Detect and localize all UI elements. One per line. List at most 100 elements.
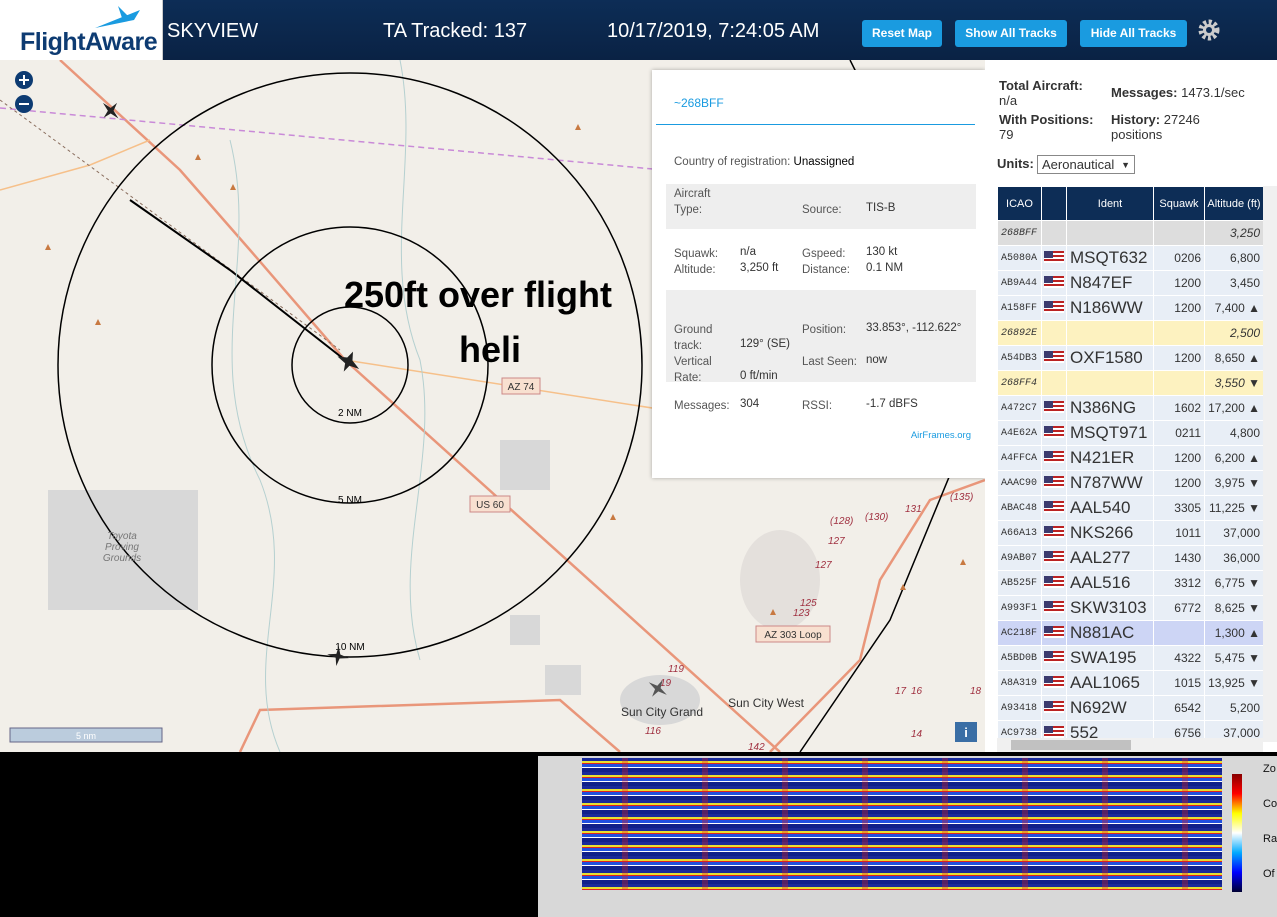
squawk-cell: [1153, 620, 1205, 646]
aircraft-row[interactable]: 268FF4 3,550 ▼: [997, 370, 1264, 396]
column-header[interactable]: Squawk: [1153, 186, 1205, 221]
aircraft-popup: ~268BFF Country of registration: Unassig…: [652, 70, 985, 478]
us-flag: [1044, 500, 1064, 513]
column-header: [1041, 186, 1067, 221]
tracked-count: TA Tracked: 137: [383, 20, 528, 42]
column-header[interactable]: Ident: [1066, 186, 1154, 221]
aircraft-row[interactable]: A472C7 N386NG 1602 17,200 ▲: [997, 395, 1264, 421]
squawk-cell: 1200: [1153, 470, 1205, 496]
aircraft-row[interactable]: ABAC48 AAL540 3305 11,225 ▼: [997, 495, 1264, 521]
aircraft-row[interactable]: A5080A MSQT632 0206 6,800: [997, 245, 1264, 271]
popup-value: now: [866, 354, 888, 366]
us-flag: [1044, 275, 1064, 288]
flag-cell: [1041, 495, 1067, 521]
icao-cell: A93418: [997, 695, 1042, 721]
icao-cell: AC218F: [997, 620, 1042, 646]
ident-cell: N386NG: [1066, 395, 1154, 421]
spectrogram: [582, 758, 1222, 890]
aircraft-row[interactable]: AAAC90 N787WW 1200 3,975 ▼: [997, 470, 1264, 496]
ident-cell: N692W: [1066, 695, 1154, 721]
column-header[interactable]: Altitude (ft): [1204, 186, 1264, 221]
flag-cell: [1041, 245, 1067, 271]
airframes-link[interactable]: AirFrames.org: [910, 430, 971, 441]
show-tracks-button[interactable]: Show All Tracks: [955, 20, 1067, 47]
scrollbar[interactable]: [1263, 186, 1277, 742]
aircraft-row[interactable]: AB525F AAL516 3312 6,775 ▼: [997, 570, 1264, 596]
aircraft-row[interactable]: A8A319 AAL1065 1015 13,925 ▼: [997, 670, 1264, 696]
aircraft-row[interactable]: 26892E 2,500: [997, 320, 1264, 346]
flag-cell: [1041, 595, 1067, 621]
altitude-cell: 3,975 ▼: [1204, 470, 1264, 496]
ident-cell: N787WW: [1066, 470, 1154, 496]
aircraft-row[interactable]: A54DB3 OXF1580 1200 8,650 ▲: [997, 345, 1264, 371]
aircraft-row[interactable]: A158FF N186WW 1200 7,400 ▲: [997, 295, 1264, 321]
route-number: 127: [828, 536, 845, 547]
aircraft-row[interactable]: 268BFF 3,250: [997, 220, 1264, 246]
stat-value: 27246 positions: [1111, 112, 1200, 142]
popup-label: Country of registration: Unassigned: [674, 156, 854, 168]
stat-label: With Positions:: [999, 112, 1094, 127]
map-areas: [48, 440, 820, 725]
spectrogram-overlay: [582, 758, 1222, 890]
flag-cell: [1041, 295, 1067, 321]
route-number: 125: [800, 598, 817, 609]
scale-label: 5 nm: [76, 731, 96, 741]
reset-map-button[interactable]: Reset Map: [862, 20, 942, 47]
aircraft-row[interactable]: AC218F N881AC 1,300 ▲: [997, 620, 1264, 646]
route-number: 19: [660, 678, 672, 689]
logo[interactable]: FlightAware: [0, 0, 163, 60]
altitude-cell: 13,925 ▼: [1204, 670, 1264, 696]
hide-tracks-button[interactable]: Hide All Tracks: [1080, 20, 1187, 47]
aircraft-row[interactable]: A4E62A MSQT971 0211 4,800: [997, 420, 1264, 446]
route-number: 127: [815, 560, 832, 571]
aircraft-row[interactable]: A9AB07 AAL277 1430 36,000: [997, 545, 1264, 571]
ident-cell: [1066, 220, 1154, 246]
altitude-cell: 17,200 ▲: [1204, 395, 1264, 421]
aircraft-row[interactable]: A93418 N692W 6542 5,200: [997, 695, 1264, 721]
icao-cell: ABAC48: [997, 495, 1042, 521]
popup-value: 3,250 ft: [740, 262, 779, 274]
altitude-cell: 36,000: [1204, 545, 1264, 571]
settings-icon[interactable]: [1196, 17, 1222, 43]
us-flag: [1044, 550, 1064, 563]
map[interactable]: 2 NM 5 NM 10 NM AZ 74 US 60 AZ 303 Loop …: [0, 60, 985, 752]
popup-label: Position:: [802, 324, 847, 336]
side-panel: Total Aircraft: n/a Messages: 1473.1/sec …: [985, 60, 1277, 752]
route-number: 17: [895, 686, 907, 697]
flag-cell: [1041, 620, 1067, 646]
aircraft-row[interactable]: AB9A44 N847EF 1200 3,450: [997, 270, 1264, 296]
route-number: 16: [911, 686, 923, 697]
popup-label: Country of registration:: [674, 156, 791, 168]
ident-cell: N881AC: [1066, 620, 1154, 646]
aircraft-row[interactable]: A993F1 SKW3103 6772 8,625 ▼: [997, 595, 1264, 621]
icao-cell: A993F1: [997, 595, 1042, 621]
spectrum-control[interactable]: Zo: [1263, 763, 1276, 775]
place-label: Sun City West: [728, 696, 804, 710]
aircraft-row[interactable]: A66A13 NKS266 1011 37,000: [997, 520, 1264, 546]
altitude-cell: 6,775 ▼: [1204, 570, 1264, 596]
flag-cell: [1041, 520, 1067, 546]
route-number: 123: [793, 608, 810, 619]
column-header[interactable]: ICAO: [997, 186, 1042, 221]
units-select[interactable]: Aeronautical ▼: [1037, 155, 1135, 174]
squawk-cell: [1153, 220, 1205, 246]
popup-value: 0 ft/min: [740, 370, 778, 382]
squawk-cell: 1200: [1153, 345, 1205, 371]
popup-value: TIS-B: [866, 202, 896, 214]
spectrum-control[interactable]: Of: [1263, 868, 1275, 880]
aircraft-icons[interactable]: [96, 96, 673, 703]
aircraft-row[interactable]: A4FFCA N421ER 1200 6,200 ▲: [997, 445, 1264, 471]
h-scrollbar[interactable]: [997, 738, 1263, 752]
us-flag: [1044, 700, 1064, 713]
zoom-controls[interactable]: [15, 71, 33, 113]
spectrum-control[interactable]: Ra: [1263, 833, 1277, 845]
squawk-cell: 1011: [1153, 520, 1205, 546]
ident-cell: MSQT632: [1066, 245, 1154, 271]
aircraft-row[interactable]: A5BD0B SWA195 4322 5,475 ▼: [997, 645, 1264, 671]
altitude-cell: 1,300 ▲: [1204, 620, 1264, 646]
flag-cell: [1041, 345, 1067, 371]
popup-id[interactable]: ~268BFF: [674, 96, 724, 110]
info-button[interactable]: [955, 722, 977, 742]
spectrum-control[interactable]: Con: [1263, 798, 1277, 810]
range-rings: [57, 72, 643, 658]
